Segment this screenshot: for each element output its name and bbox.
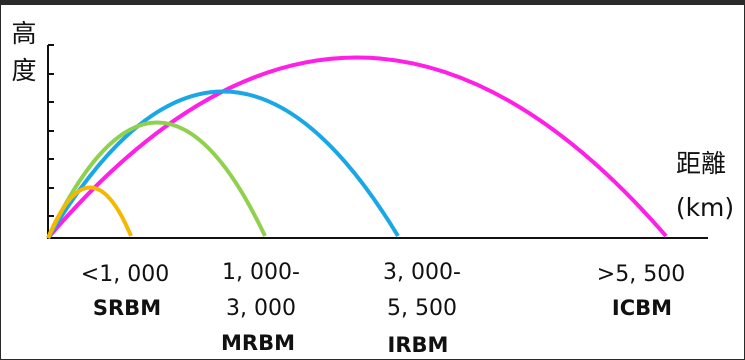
- irbm-range-line-2: 5, 500: [387, 296, 457, 321]
- irbm-trajectory: [46, 89, 400, 240]
- y-axis-label-1: 高: [11, 19, 36, 48]
- mrbm-range-line-1: 1, 000-: [222, 260, 300, 285]
- icbm-range-label: >5, 500: [597, 262, 685, 287]
- x-axis-unit: (km): [676, 193, 734, 222]
- irbm-range-line-1: 3, 000-: [383, 260, 461, 285]
- srbm-class-label: SRBM: [93, 296, 161, 320]
- x-axis-label: 距離: [676, 149, 726, 178]
- mrbm-range-line-2: 3, 000: [226, 296, 296, 321]
- icbm-trajectory: [46, 55, 668, 240]
- srbm-range-label: <1, 000: [81, 262, 169, 287]
- icbm-class-label: ICBM: [612, 296, 672, 320]
- mrbm-class-label: MRBM: [221, 331, 295, 355]
- y-axis-ticks: [48, 44, 54, 217]
- y-axis-label-2: 度: [11, 56, 36, 85]
- srbm-trajectory: [46, 185, 133, 239]
- mrbm-trajectory: [46, 120, 267, 239]
- irbm-class-label: IRBM: [388, 333, 449, 357]
